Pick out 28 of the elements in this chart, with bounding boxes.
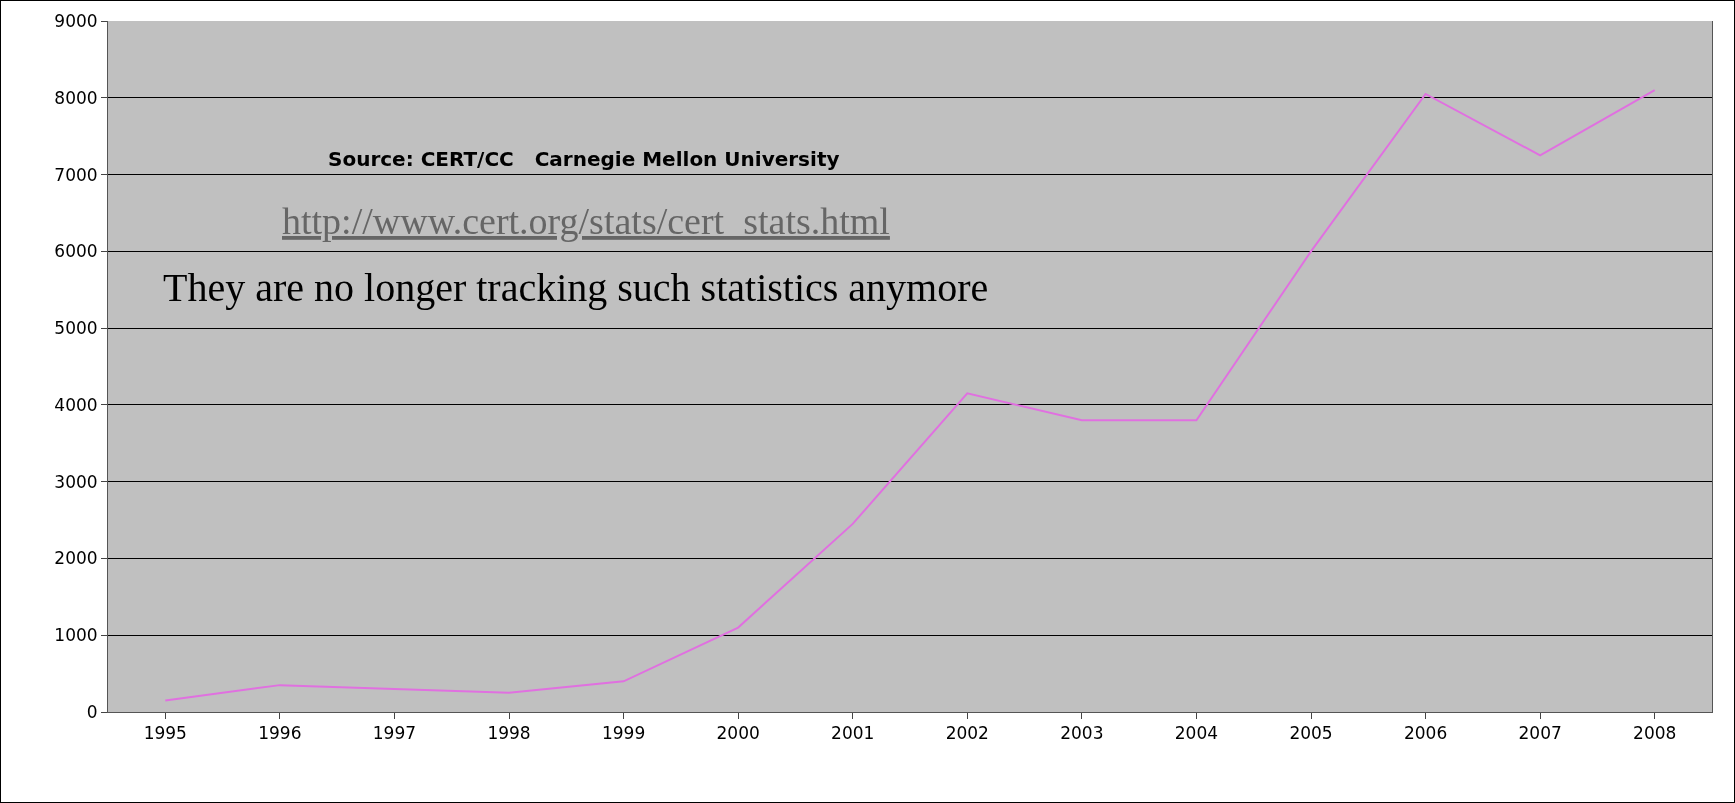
x-tick-label: 2002 <box>945 723 989 744</box>
y-tick-label: 5000 <box>54 318 98 339</box>
y-tick-label: 0 <box>86 701 98 722</box>
x-tick-label: 2006 <box>1403 723 1448 744</box>
y-tick-label: 7000 <box>54 164 98 185</box>
x-tick-label: 2003 <box>1060 723 1104 744</box>
x-tick-label: 1995 <box>143 723 187 744</box>
x-tick-label: 2004 <box>1174 723 1219 744</box>
y-tick-label: 6000 <box>54 241 98 262</box>
x-tick-label: 1998 <box>487 723 531 744</box>
annotation: They are no longer tracking such statistics anymore <box>163 265 989 310</box>
line-series <box>164 89 1656 702</box>
x-tick-label: 2001 <box>831 723 875 744</box>
x-tick-label: 2005 <box>1289 723 1333 744</box>
y-tick-label: 9000 <box>54 10 98 31</box>
x-tick-label: 1999 <box>601 723 646 744</box>
y-tick-label: 4000 <box>54 394 98 415</box>
y-tick-label: 2000 <box>54 548 98 569</box>
y-tick-label: 1000 <box>54 625 98 646</box>
x-tick-label: 2008 <box>1633 723 1677 744</box>
y-tick-label: 3000 <box>54 471 98 492</box>
annotation: http://www.cert.org/stats/cert_stats.html <box>282 200 890 242</box>
annotation: Source: CERT/CC Carnegie Mellon University <box>328 147 840 171</box>
x-tick-label: 1997 <box>372 723 417 744</box>
x-tick-label: 2007 <box>1518 723 1562 744</box>
y-tick-label: 8000 <box>54 87 98 108</box>
x-tick-label: 1996 <box>258 723 302 744</box>
x-tick-label: 2000 <box>716 723 760 744</box>
